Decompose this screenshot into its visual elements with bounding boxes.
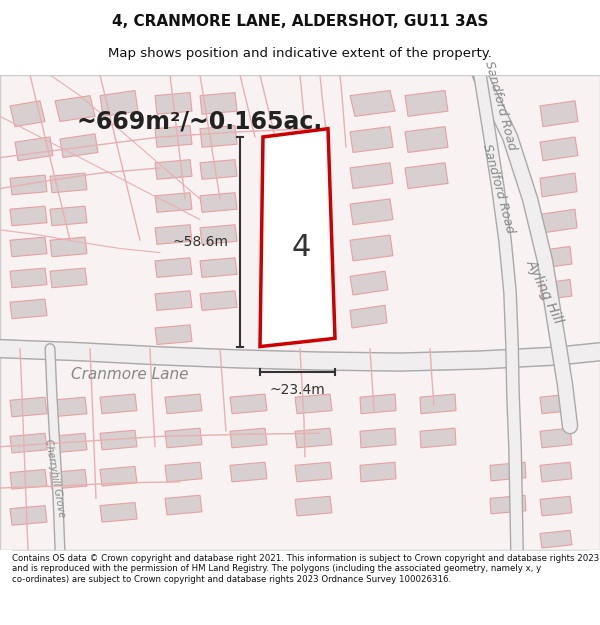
Polygon shape: [155, 258, 192, 278]
Polygon shape: [200, 192, 237, 213]
Polygon shape: [420, 394, 456, 414]
Polygon shape: [155, 325, 192, 344]
Polygon shape: [405, 162, 448, 189]
Text: Sandford Road: Sandford Road: [480, 142, 516, 235]
Polygon shape: [295, 462, 332, 482]
Polygon shape: [540, 462, 572, 482]
Polygon shape: [490, 495, 526, 514]
Polygon shape: [100, 503, 137, 522]
Polygon shape: [155, 159, 192, 179]
Polygon shape: [50, 433, 87, 453]
Polygon shape: [540, 137, 578, 161]
Polygon shape: [165, 462, 202, 482]
Text: Sandford Road: Sandford Road: [482, 60, 518, 152]
Polygon shape: [350, 127, 393, 152]
Text: ~23.4m: ~23.4m: [269, 382, 325, 397]
Polygon shape: [200, 126, 237, 148]
Polygon shape: [50, 397, 87, 417]
Polygon shape: [100, 394, 137, 414]
Polygon shape: [155, 192, 192, 213]
Polygon shape: [295, 428, 332, 448]
Text: 4, CRANMORE LANE, ALDERSHOT, GU11 3AS: 4, CRANMORE LANE, ALDERSHOT, GU11 3AS: [112, 14, 488, 29]
Polygon shape: [100, 430, 137, 450]
Polygon shape: [360, 394, 396, 414]
Polygon shape: [50, 173, 87, 192]
Polygon shape: [60, 134, 98, 158]
Polygon shape: [230, 462, 267, 482]
Polygon shape: [155, 225, 192, 244]
Polygon shape: [200, 258, 237, 278]
Text: Cherryhill Grove: Cherryhill Grove: [43, 438, 67, 518]
Polygon shape: [10, 397, 47, 417]
Polygon shape: [350, 305, 387, 328]
Polygon shape: [50, 206, 87, 226]
Polygon shape: [490, 462, 526, 481]
Polygon shape: [200, 225, 237, 244]
Polygon shape: [10, 237, 47, 257]
Polygon shape: [200, 291, 237, 311]
Polygon shape: [420, 428, 456, 448]
Polygon shape: [15, 137, 53, 161]
Polygon shape: [540, 279, 572, 300]
Polygon shape: [10, 506, 47, 525]
Text: Contains OS data © Crown copyright and database right 2021. This information is : Contains OS data © Crown copyright and d…: [12, 554, 599, 584]
Polygon shape: [295, 496, 332, 516]
Polygon shape: [155, 126, 192, 148]
Polygon shape: [50, 268, 87, 288]
Polygon shape: [350, 199, 393, 225]
Polygon shape: [295, 394, 332, 414]
Polygon shape: [350, 91, 395, 116]
Polygon shape: [10, 206, 47, 226]
Polygon shape: [540, 496, 572, 516]
Text: Ayling Hill: Ayling Hill: [524, 258, 566, 326]
Polygon shape: [165, 428, 202, 448]
Polygon shape: [165, 495, 202, 515]
Polygon shape: [540, 394, 572, 414]
Polygon shape: [540, 246, 572, 268]
Polygon shape: [10, 101, 45, 127]
Polygon shape: [540, 173, 577, 197]
Polygon shape: [0, 75, 600, 550]
Polygon shape: [55, 96, 95, 121]
Polygon shape: [10, 268, 47, 288]
Polygon shape: [230, 394, 267, 414]
Text: 4: 4: [292, 234, 311, 262]
Polygon shape: [165, 394, 202, 414]
Text: ~58.6m: ~58.6m: [172, 235, 228, 249]
Text: Map shows position and indicative extent of the property.: Map shows position and indicative extent…: [108, 48, 492, 61]
Polygon shape: [155, 92, 192, 114]
Polygon shape: [360, 462, 396, 482]
Polygon shape: [230, 428, 267, 448]
Polygon shape: [10, 433, 47, 453]
Polygon shape: [540, 101, 578, 127]
Polygon shape: [10, 299, 47, 319]
Text: ~669m²/~0.165ac.: ~669m²/~0.165ac.: [77, 109, 323, 134]
Polygon shape: [360, 428, 396, 448]
Polygon shape: [350, 235, 393, 261]
Polygon shape: [540, 428, 572, 448]
Polygon shape: [155, 291, 192, 311]
Polygon shape: [10, 175, 47, 195]
Polygon shape: [100, 91, 138, 116]
Polygon shape: [350, 162, 393, 189]
Polygon shape: [200, 92, 237, 114]
Polygon shape: [260, 129, 335, 347]
Polygon shape: [10, 469, 47, 489]
Polygon shape: [100, 466, 137, 486]
Polygon shape: [405, 127, 448, 152]
Polygon shape: [540, 531, 572, 548]
Polygon shape: [200, 159, 237, 179]
Polygon shape: [350, 271, 388, 295]
Polygon shape: [50, 469, 87, 489]
Polygon shape: [540, 209, 577, 233]
Text: Cranmore Lane: Cranmore Lane: [71, 367, 189, 382]
Polygon shape: [50, 237, 87, 257]
Polygon shape: [405, 91, 448, 116]
